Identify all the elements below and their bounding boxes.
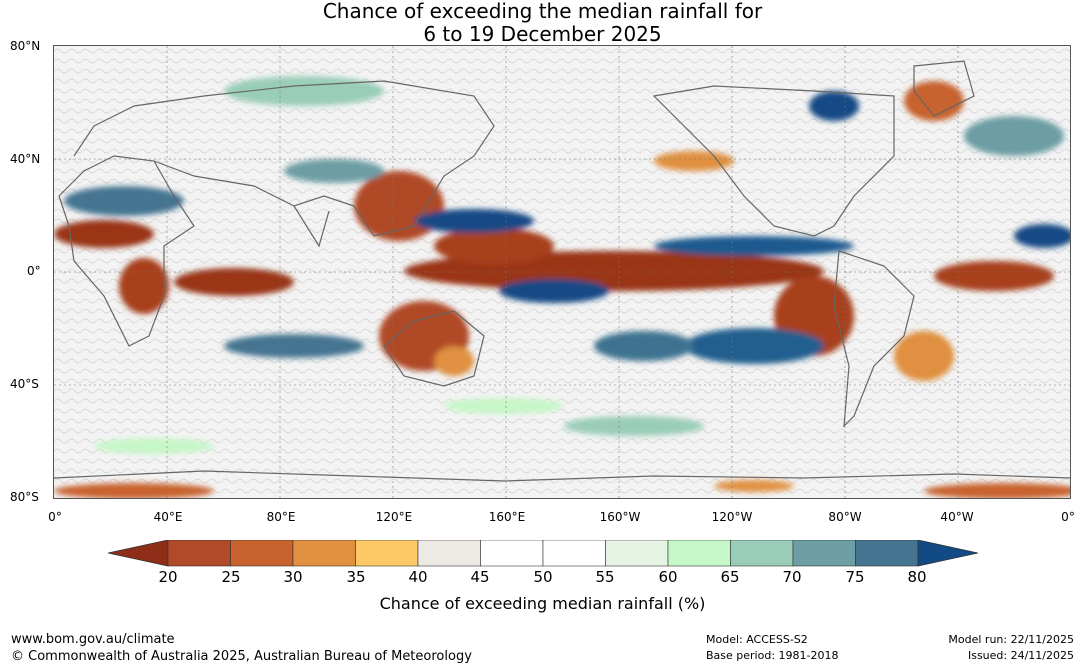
footer-base-period: Base period: 1981-2018	[706, 649, 839, 662]
colorbar-tick-55: 55	[595, 568, 615, 586]
colorbar-tick-70: 70	[782, 568, 802, 586]
map-title: Chance of exceeding the median rainfall …	[0, 0, 1085, 46]
lat-label-40s: 40°S	[10, 377, 39, 391]
lon-label-0: 0°	[48, 510, 62, 524]
colorbar-bin	[292, 540, 356, 567]
lon-label-0-right: 0°	[1061, 510, 1075, 524]
colorbar-tick-50: 50	[533, 568, 553, 586]
colorbar-bin	[792, 540, 856, 567]
colorbar-tick-45: 45	[470, 568, 490, 586]
colorbar-tick-25: 25	[221, 568, 241, 586]
rainfall-anomaly-patches	[54, 76, 1070, 498]
lon-label-80e: 80°E	[266, 510, 296, 524]
footer-model-info: Model: ACCESS-S2 Base period: 1981-2018	[706, 632, 838, 664]
colorbar-bin	[855, 540, 919, 567]
graticule	[54, 46, 1070, 498]
footer-copyright: © Commonwealth of Australia 2025, Austra…	[11, 649, 472, 664]
colorbar-bin	[167, 540, 231, 567]
title-line-1: Chance of exceeding the median rainfall …	[322, 0, 763, 23]
colorbar-bin	[667, 540, 731, 567]
title-line-2: 6 to 19 December 2025	[423, 22, 662, 46]
colorbar-tick-20: 20	[158, 568, 178, 586]
lon-label-160e: 160°E	[488, 510, 526, 524]
colorbar-under-arrow	[108, 540, 169, 567]
footer-website: www.bom.gov.au/climate	[11, 632, 175, 647]
colorbar-bin	[542, 540, 606, 567]
colorbar-bin	[480, 540, 544, 567]
footer-issued: Issued: 24/11/2025	[967, 649, 1074, 662]
colorbar-tick-80: 80	[907, 568, 927, 586]
colorbar-tick-60: 60	[658, 568, 678, 586]
lat-label-80n: 80°N	[10, 39, 41, 53]
footer-model-run: Model run: 22/11/2025	[948, 633, 1074, 646]
colorbar-bin	[230, 540, 294, 567]
lon-label-80w: 80°W	[828, 510, 862, 524]
colorbar-label: Chance of exceeding median rainfall (%)	[379, 594, 706, 613]
colorbar-bin	[730, 540, 794, 567]
lon-label-160w: 160°W	[599, 510, 641, 524]
lon-label-120e: 120°E	[375, 510, 413, 524]
lat-label-equator: 0°	[27, 264, 41, 278]
lon-label-40w: 40°W	[940, 510, 974, 524]
colorbar-tick-40: 40	[408, 568, 428, 586]
colorbar-bin	[605, 540, 669, 567]
colorbar-tick-65: 65	[720, 568, 740, 586]
lon-label-120w: 120°W	[711, 510, 753, 524]
footer-left: www.bom.gov.au/climate © Commonwealth of…	[11, 631, 472, 665]
lat-label-80s: 80°S	[10, 490, 39, 504]
colorbar-over-arrow	[917, 540, 978, 567]
colorbar-bin	[417, 540, 481, 567]
colorbar-tick-30: 30	[283, 568, 303, 586]
rainfall-map-canvas	[54, 46, 1070, 498]
lat-label-40n: 40°N	[10, 152, 41, 166]
colorbar-tick-35: 35	[346, 568, 366, 586]
rainfall-map	[53, 45, 1071, 499]
colorbar	[108, 540, 978, 567]
lon-label-40e: 40°E	[153, 510, 183, 524]
colorbar-tick-75: 75	[845, 568, 865, 586]
coastlines	[54, 60, 1070, 482]
footer-dates: Model run: 22/11/2025 Issued: 24/11/2025	[948, 632, 1074, 664]
footer-model: Model: ACCESS-S2	[706, 633, 808, 646]
colorbar-bins	[167, 540, 919, 567]
colorbar-bin	[355, 540, 419, 567]
